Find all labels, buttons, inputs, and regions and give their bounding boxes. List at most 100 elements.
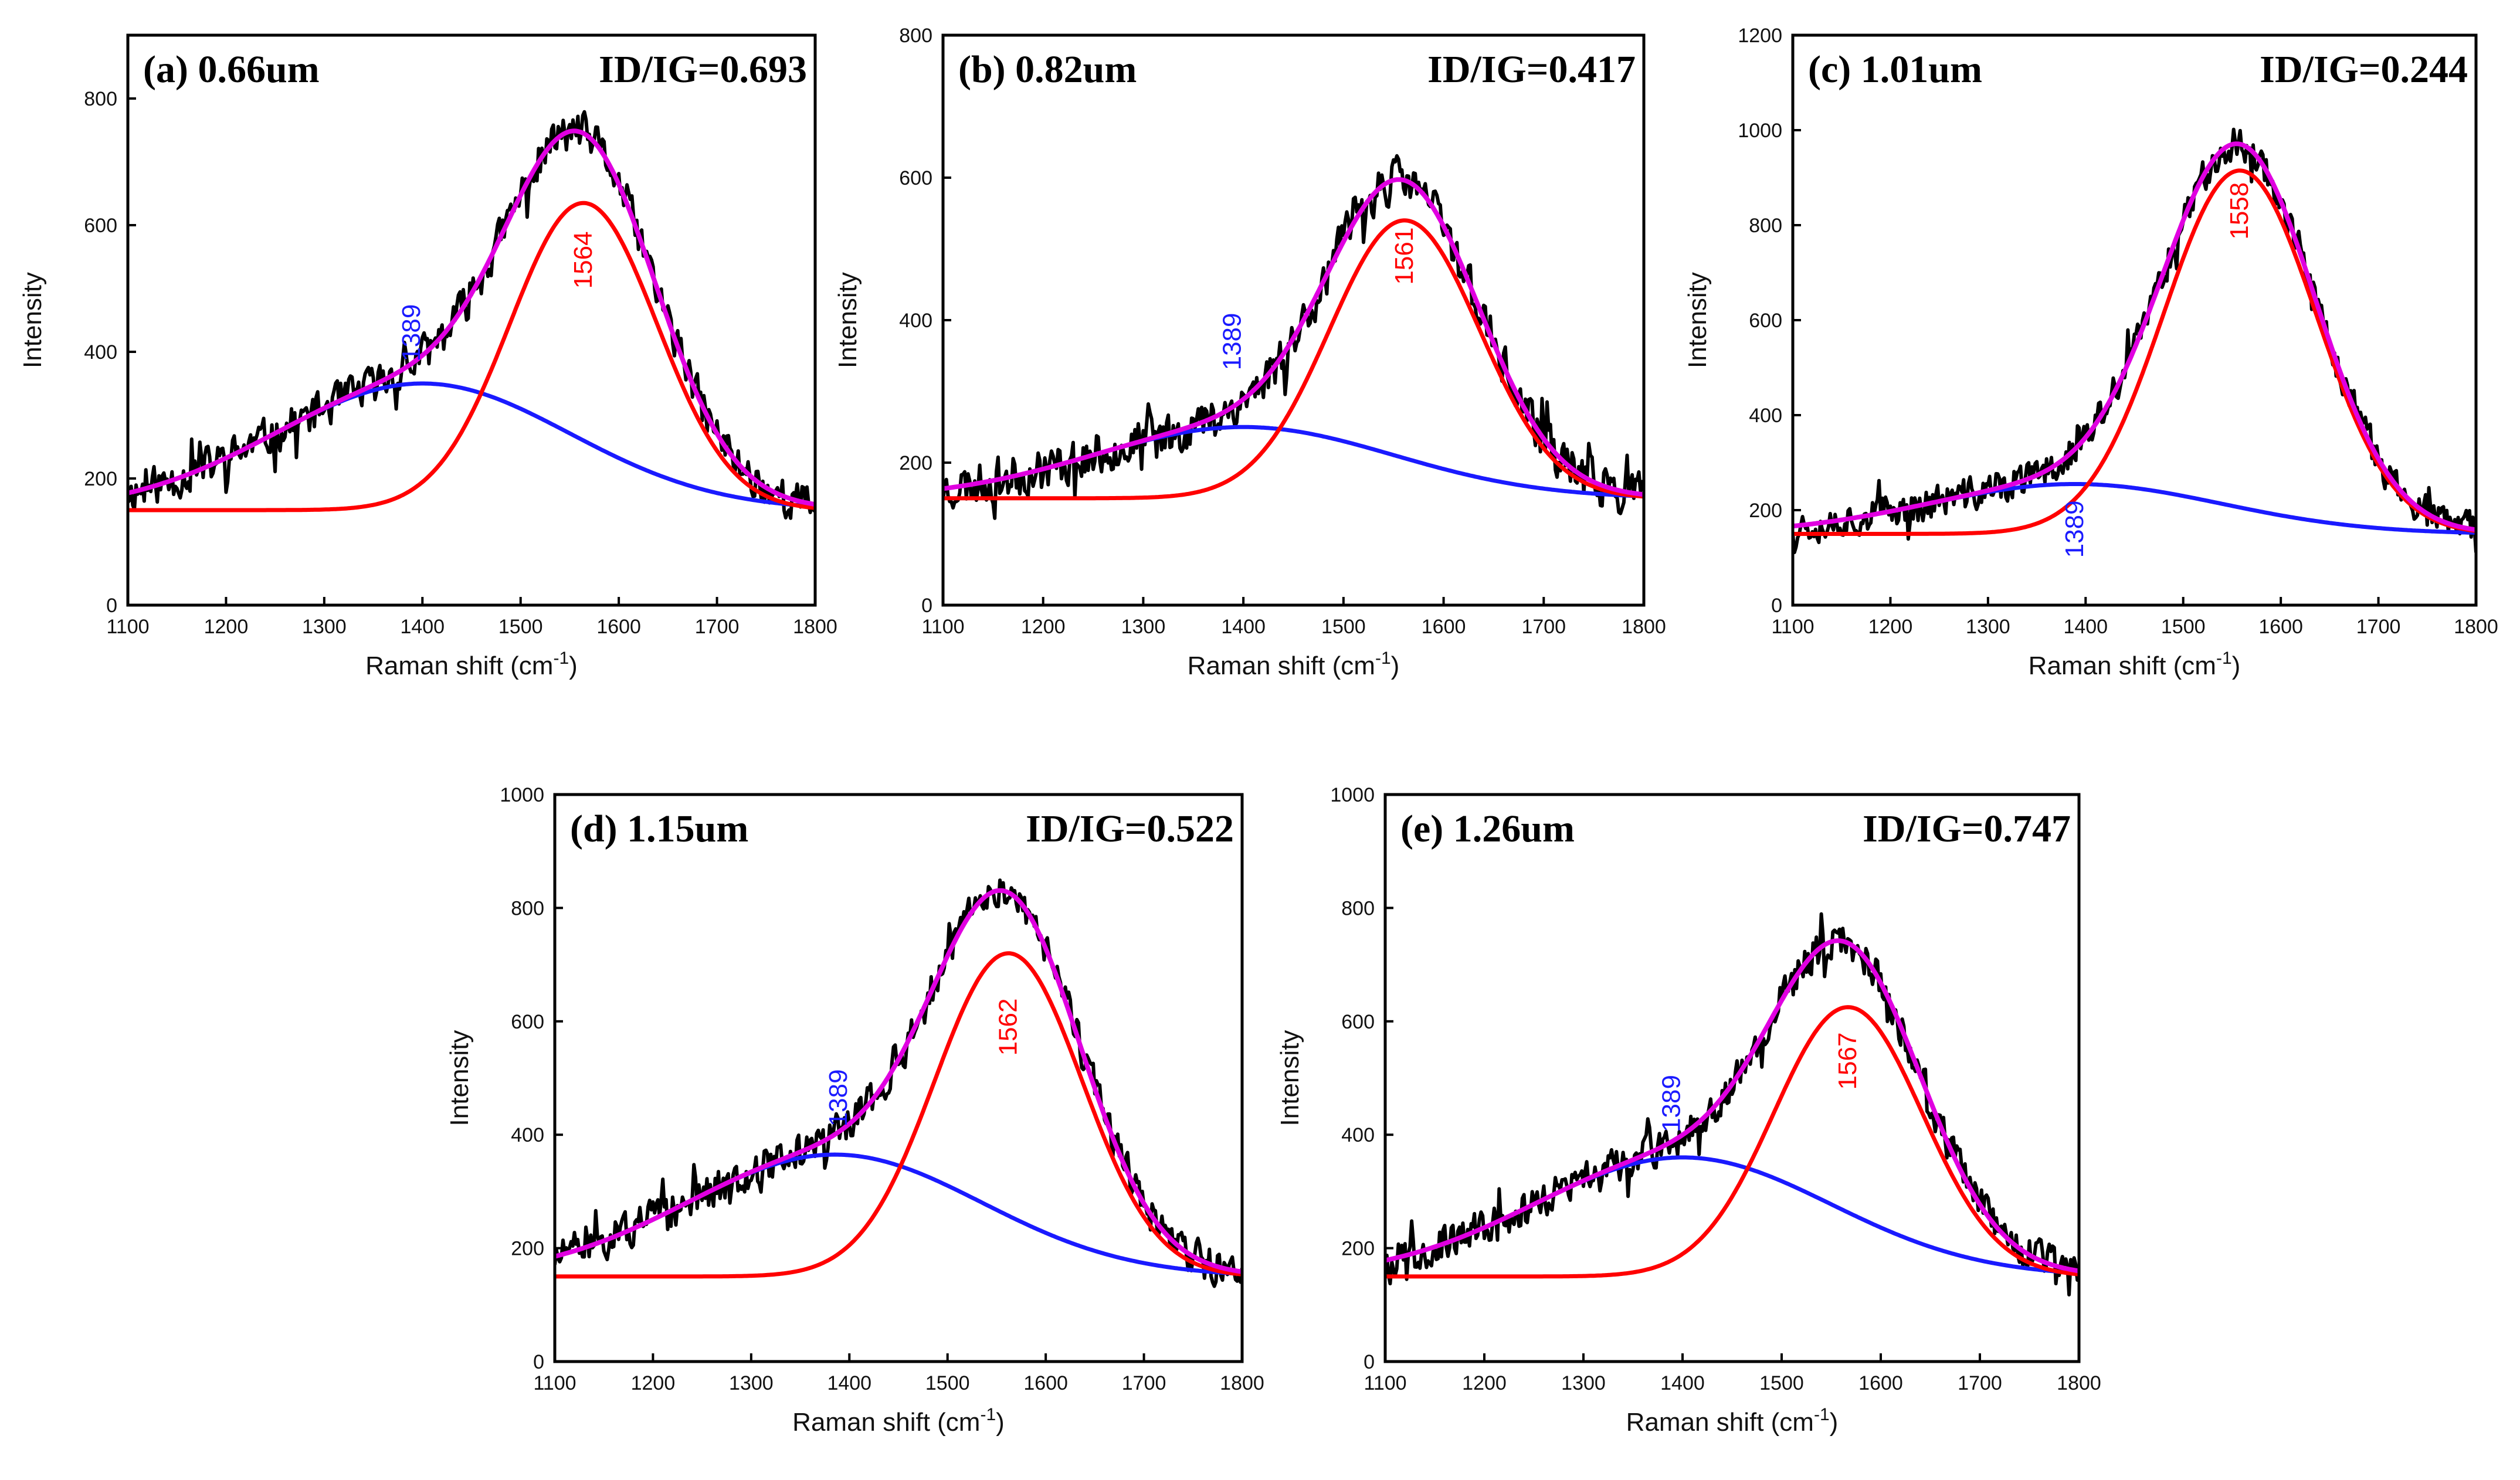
plot-frame: [941, 33, 1646, 607]
x-tick-label: 1100: [1771, 616, 1814, 638]
g-band-fit-line: [943, 218, 1644, 501]
cumulative-fit-line: [943, 177, 1644, 497]
panel-title: (e) 1.26um: [1400, 807, 1575, 850]
x-tick-label: 1600: [2258, 616, 2303, 638]
x-tick-label: 1800: [793, 616, 837, 638]
x-tick-label: 1400: [1221, 616, 1266, 638]
y-tick-label: 400: [899, 310, 932, 332]
chart-panel-a: 1100 1200 1300 1400 1500 1600 1700 1800 0 200 400 6…: [18, 33, 837, 680]
d-peak-label: 1389: [1217, 313, 1246, 371]
y-tick-label: 200: [899, 452, 932, 474]
x-tick-label: 1400: [827, 1372, 871, 1394]
y-tick-label: 600: [511, 1011, 544, 1033]
x-tick-label: 1200: [631, 1372, 676, 1394]
y-tick-label: 200: [511, 1238, 544, 1260]
id-ig-ratio-label: ID/IG=0.747: [1863, 807, 2071, 850]
g-peak-label: 1567: [1833, 1033, 1862, 1090]
y-axis-label: Intensity: [1276, 1030, 1304, 1126]
y-tick-label: 200: [1341, 1238, 1375, 1260]
x-tick-label: 1200: [1021, 616, 1066, 638]
raw-spectrum-line: [555, 878, 1242, 1288]
y-axis-label: Intensity: [18, 272, 47, 368]
y-tick-label: 0: [921, 595, 932, 617]
g-peak-label: 1562: [994, 999, 1023, 1056]
g-band-fit-line: [1385, 1005, 2079, 1279]
x-tick-label: 1300: [1561, 1372, 1606, 1394]
y-tick-label: 0: [533, 1351, 544, 1373]
g-band-fit-line: [555, 951, 1242, 1279]
x-tick-label: 1800: [2057, 1372, 2101, 1394]
y-axis-label: Intensity: [445, 1030, 474, 1126]
panel-title: (b) 0.82um: [958, 48, 1137, 91]
y-tick-label: 600: [899, 167, 932, 189]
x-tick-label: 1700: [695, 616, 740, 638]
y-tick-label: 1000: [1330, 784, 1375, 806]
y-tick-label: 400: [84, 341, 117, 364]
cumulative-fit-line: [128, 128, 815, 507]
y-tick-label: 0: [106, 595, 117, 617]
x-tick-label: 1400: [2063, 616, 2108, 638]
y-tick-label: 800: [899, 25, 932, 47]
x-tick-label: 1600: [1422, 616, 1466, 638]
x-tick-label: 1500: [925, 1372, 970, 1394]
chart-panel-c: 1100 1200 1300 1400 1500 1600 1700 1800 0 200 400 6…: [1683, 25, 2498, 680]
x-tick-label: 1100: [106, 616, 149, 638]
chart-panel-e: 1100 1200 1300 1400 1500 1600 1700 1800 0 200 400 6…: [1276, 784, 2101, 1437]
g-peak-label: 1558: [2225, 182, 2254, 240]
cumulative-fit-line: [555, 888, 1242, 1274]
x-axis-label: Raman shift (cm-1): [792, 1405, 1005, 1437]
x-tick-label: 1800: [1220, 1372, 1264, 1394]
x-tick-label: 1100: [921, 616, 964, 638]
x-tick-label: 1300: [302, 616, 347, 638]
x-tick-label: 1700: [1122, 1372, 1166, 1394]
y-tick-label: 1200: [1738, 25, 1782, 47]
plot-frame: [553, 793, 1244, 1363]
x-tick-label: 1400: [1660, 1372, 1705, 1394]
x-tick-label: 1600: [1858, 1372, 1903, 1394]
id-ig-ratio-label: ID/IG=0.522: [1026, 807, 1234, 850]
x-axis-label: Raman shift (cm-1): [2029, 649, 2241, 680]
y-tick-label: 1000: [500, 784, 544, 806]
x-tick-label: 1300: [1966, 616, 2010, 638]
g-peak-label: 1564: [569, 231, 598, 288]
y-axis-label: Intensity: [1683, 272, 1712, 368]
x-tick-label: 1800: [1622, 616, 1666, 638]
x-tick-label: 1500: [1759, 1372, 1804, 1394]
x-tick-label: 1500: [1321, 616, 1366, 638]
panel-title: (d) 1.15um: [570, 807, 748, 850]
x-tick-label: 1700: [1958, 1372, 2002, 1394]
g-band-fit-line: [1793, 168, 2476, 536]
x-axis-label: Raman shift (cm-1): [1626, 1405, 1839, 1437]
x-tick-label: 1300: [729, 1372, 774, 1394]
y-tick-label: 400: [1749, 405, 1782, 427]
x-tick-label: 1100: [533, 1372, 576, 1394]
x-tick-label: 1600: [1023, 1372, 1068, 1394]
x-tick-label: 1200: [204, 616, 249, 638]
x-axis-label: Raman shift (cm-1): [1188, 649, 1400, 680]
d-peak-label: 1389: [824, 1069, 853, 1126]
y-tick-label: 600: [84, 215, 117, 237]
raw-spectrum-line: [1385, 912, 2079, 1296]
y-tick-label: 600: [1341, 1011, 1375, 1033]
y-tick-label: 200: [1749, 500, 1782, 522]
x-tick-label: 1400: [400, 616, 445, 638]
x-axis-label: Raman shift (cm-1): [365, 649, 578, 680]
y-tick-label: 0: [1364, 1351, 1375, 1373]
x-tick-label: 1500: [2161, 616, 2206, 638]
y-tick-label: 400: [511, 1124, 544, 1146]
x-tick-label: 1700: [1521, 616, 1566, 638]
cumulative-fit-line: [1793, 141, 2476, 532]
plot-frame: [1383, 793, 2081, 1363]
x-tick-label: 1600: [596, 616, 641, 638]
plot-frame: [126, 33, 817, 607]
g-peak-label: 1561: [1390, 228, 1419, 285]
y-tick-label: 1000: [1738, 120, 1782, 142]
id-ig-ratio-label: ID/IG=0.693: [599, 48, 807, 91]
panel-title: (a) 0.66um: [143, 48, 320, 91]
x-tick-label: 1200: [1868, 616, 1913, 638]
y-tick-label: 800: [511, 897, 544, 919]
id-ig-ratio-label: ID/IG=0.417: [1427, 48, 1636, 91]
x-tick-label: 1700: [2356, 616, 2401, 638]
id-ig-ratio-label: ID/IG=0.244: [2260, 48, 2468, 91]
panel-title: (c) 1.01um: [1808, 48, 1982, 91]
